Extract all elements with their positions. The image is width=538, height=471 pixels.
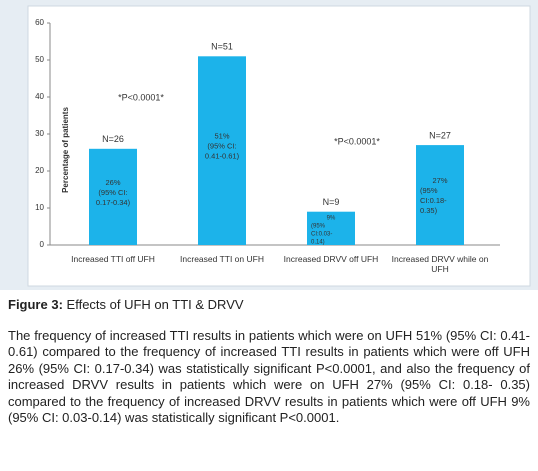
ci-label: 0.14) <box>311 239 325 245</box>
y-axis-label: Percentage of patients <box>61 107 70 193</box>
x-tick-label: Increased DRVV while on UFH <box>391 254 489 274</box>
ci-label: (95% CI: <box>98 188 127 197</box>
caption-text: Effects of UFH on TTI & DRVV <box>66 297 244 312</box>
ci-label: (95% <box>311 223 326 229</box>
ci-label: (95% <box>420 186 438 195</box>
y-tick-label: 40 <box>35 92 44 101</box>
value-label: 27% <box>432 176 447 185</box>
n-label: N=27 <box>429 130 451 140</box>
bar <box>416 145 464 245</box>
ci-label: CI:0.18- <box>420 196 447 205</box>
n-label: N=9 <box>323 197 340 207</box>
caption: Figure 3: Effects of UFH on TTI & DRVV <box>8 297 244 312</box>
chart: Percentage of patients 0 10 20 30 40 50 60 N=26… <box>27 5 531 287</box>
n-label: N=51 <box>211 42 233 52</box>
ci-label: 0.35) <box>420 206 438 215</box>
annotation: *P<0.0001* <box>334 136 380 146</box>
ci-label: CI:0.03- <box>311 231 332 237</box>
bar <box>307 211 355 245</box>
n-label: N=26 <box>102 134 124 144</box>
value-label: 9% <box>327 215 336 221</box>
y-tick-label: 20 <box>35 166 44 175</box>
ci-label: 0.41-0.61) <box>205 152 240 161</box>
caption-label: Figure 3: <box>8 297 63 312</box>
y-tick-label: 60 <box>35 18 44 27</box>
y-tick-label: 10 <box>35 203 44 212</box>
bar <box>198 56 246 245</box>
value-label: 51% <box>214 132 229 141</box>
body-text: The frequency of increased TTI results i… <box>8 328 530 426</box>
y-tick-label: 30 <box>35 129 44 138</box>
x-tick-label: Increased TTI off UFH <box>71 254 155 264</box>
annotation: *P<0.0001* <box>118 92 164 102</box>
ci-label: 0.17-0.34) <box>96 198 131 207</box>
y-tick-label: 0 <box>40 240 45 249</box>
x-tick-label: Increased DRVV off UFH <box>283 254 379 264</box>
y-tick-label: 50 <box>35 55 44 64</box>
ci-label: (95% CI: <box>207 142 236 151</box>
value-label: 26% <box>105 178 120 187</box>
bar <box>89 148 137 245</box>
figure: Percentage of patients 0 10 20 30 40 50 60 N=26… <box>0 0 538 290</box>
x-tick-label: Increased TTI on UFH <box>180 254 264 264</box>
